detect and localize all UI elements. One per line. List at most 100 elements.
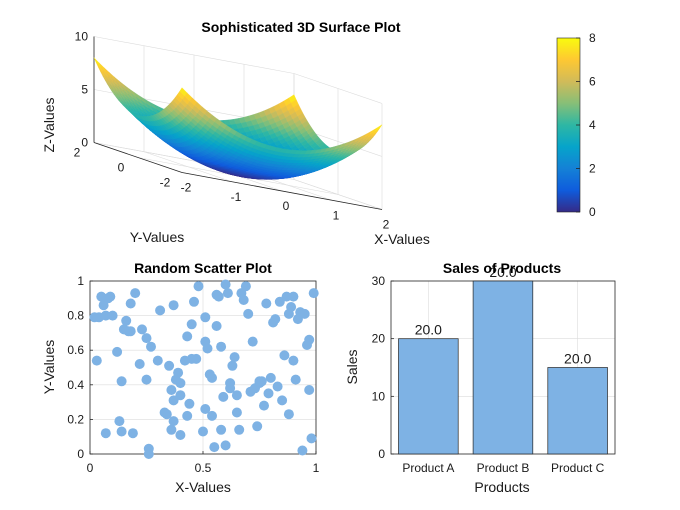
scatter-point bbox=[107, 310, 118, 321]
scatter-point bbox=[105, 291, 116, 302]
scatter-point bbox=[193, 281, 204, 292]
scatter-point bbox=[166, 424, 177, 435]
bar-xlabel: Products bbox=[474, 479, 529, 495]
scatter-y-tick-label: 1 bbox=[77, 274, 84, 288]
scatter-point bbox=[234, 424, 245, 435]
scatter-y-tick-label: 0.6 bbox=[67, 343, 84, 357]
bar-category-label: Product C bbox=[551, 461, 605, 475]
scatter-point bbox=[216, 341, 227, 352]
scatter-point bbox=[198, 426, 208, 437]
surface-x-tick-label: 2 bbox=[383, 218, 390, 232]
bar-data-label: 20.0 bbox=[564, 351, 591, 367]
scatter-y-tick-label: 0.8 bbox=[67, 309, 84, 323]
scatter-point bbox=[306, 433, 317, 444]
scatter-point bbox=[227, 360, 238, 371]
scatter-point bbox=[240, 281, 251, 292]
y-axis-line bbox=[93, 142, 183, 173]
scatter-point bbox=[189, 296, 199, 307]
scatter-point bbox=[184, 398, 195, 409]
scatter-point bbox=[175, 390, 186, 401]
scatter-point bbox=[121, 315, 132, 326]
scatter-point bbox=[116, 426, 127, 437]
surface-x-tick-label: -1 bbox=[231, 190, 242, 204]
surface-z-tick-label: 10 bbox=[75, 30, 89, 44]
scatter-point bbox=[252, 421, 263, 432]
scatter-point bbox=[272, 381, 283, 392]
scatter-point bbox=[175, 378, 186, 389]
scatter-point bbox=[263, 388, 274, 399]
scatter-point bbox=[168, 395, 179, 406]
bar-marks: 20.0 20.0 20.0 bbox=[398, 264, 608, 455]
scatter-point bbox=[182, 331, 193, 342]
scatter-x-tick-label: 1 bbox=[313, 461, 320, 475]
surface-z-tick-label: 0 bbox=[81, 136, 88, 150]
scatter-point bbox=[125, 326, 136, 337]
surface-title: Sophisticated 3D Surface Plot bbox=[201, 19, 400, 35]
surface-xlabel: X-Values bbox=[374, 231, 430, 247]
surface-zlabel: Z-Values bbox=[41, 98, 57, 153]
surface-panel: Sophisticated 3D Surface Plot -2 -1 0 1 2 -2 0… bbox=[41, 19, 430, 247]
scatter-point bbox=[152, 355, 163, 366]
scatter-point bbox=[279, 350, 290, 361]
colorbar: 0 2 4 6 8 bbox=[556, 31, 596, 219]
scatter-y-tick-label: 0.2 bbox=[67, 412, 84, 426]
scatter-point bbox=[207, 410, 217, 421]
bar bbox=[472, 280, 534, 455]
scatter-point bbox=[304, 385, 315, 395]
scatter-point bbox=[202, 343, 213, 354]
scatter-point bbox=[114, 416, 125, 427]
scatter-panel: 0 0.5 100.20.40.60.81 Random Scatter Plot … bbox=[41, 260, 320, 495]
scatter-point bbox=[137, 324, 147, 335]
scatter-point bbox=[288, 355, 299, 366]
surface-y-tick-label: -2 bbox=[160, 176, 171, 190]
scatter-point bbox=[216, 424, 227, 435]
scatter-y-tick-label: 0.4 bbox=[67, 378, 84, 392]
bar-category-label: Product A bbox=[402, 461, 454, 475]
scatter-point bbox=[247, 336, 258, 347]
scatter-point bbox=[213, 291, 224, 302]
scatter-point bbox=[100, 428, 111, 439]
scatter-point bbox=[265, 372, 276, 383]
scatter-ylabel: Y-Values bbox=[41, 340, 57, 394]
colorbar-tick-label: 4 bbox=[589, 118, 596, 132]
bar-ylabel: Sales bbox=[344, 349, 360, 384]
bar-y-tick-label: 30 bbox=[372, 274, 386, 288]
bar-y-tick-label: 10 bbox=[372, 389, 386, 403]
scatter-point bbox=[175, 430, 186, 440]
scatter-point bbox=[225, 383, 236, 394]
scatter-point bbox=[290, 374, 301, 385]
scatter-point bbox=[297, 445, 308, 456]
scatter-point bbox=[259, 400, 269, 411]
scatter-title: Random Scatter Plot bbox=[134, 260, 272, 276]
bar bbox=[547, 367, 608, 455]
scatter-point bbox=[186, 319, 197, 330]
scatter-y-tick-label: 0 bbox=[77, 447, 84, 461]
scatter-point bbox=[166, 385, 177, 395]
scatter-point bbox=[222, 288, 233, 299]
scatter-point bbox=[207, 372, 217, 383]
scatter-point bbox=[182, 410, 193, 421]
scatter-point bbox=[116, 376, 127, 387]
scatter-point bbox=[220, 440, 231, 451]
scatter-point bbox=[283, 409, 294, 420]
surface-y-tick-label: 0 bbox=[118, 161, 125, 175]
scatter-point bbox=[91, 355, 102, 366]
scatter-point bbox=[141, 374, 152, 385]
scatter-point bbox=[218, 391, 229, 402]
bar-data-label: 20.0 bbox=[415, 322, 442, 338]
scatter-point bbox=[173, 367, 184, 378]
scatter-point bbox=[274, 296, 285, 307]
scatter-point bbox=[288, 291, 299, 302]
scatter-point bbox=[229, 352, 240, 363]
scatter-point bbox=[286, 302, 297, 312]
scatter-point bbox=[155, 305, 166, 316]
scatter-point bbox=[238, 295, 249, 305]
surface-patch bbox=[93, 57, 102, 68]
colorbar-tick-label: 8 bbox=[589, 31, 596, 45]
colorbar-tick-label: 6 bbox=[589, 75, 596, 89]
bar-category-label: Product B bbox=[477, 461, 530, 475]
scatter-point bbox=[168, 300, 179, 311]
scatter-point bbox=[231, 407, 242, 418]
